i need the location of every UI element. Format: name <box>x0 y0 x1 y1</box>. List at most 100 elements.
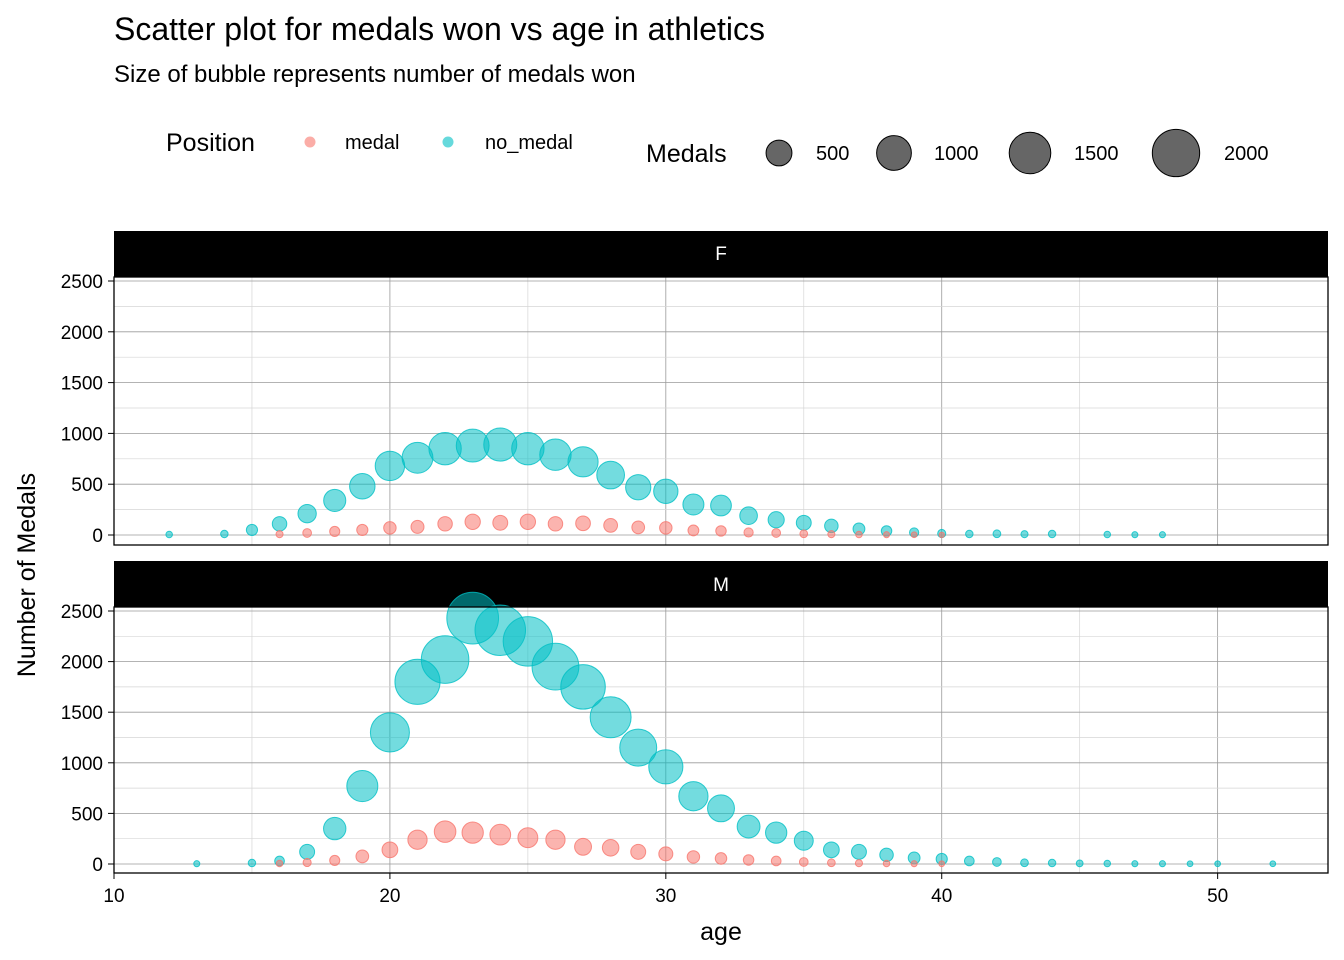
point-no-medal-f <box>596 460 625 490</box>
point-medal-f <box>302 528 312 538</box>
panel-border-m <box>113 606 1329 874</box>
legend-label-no-medal: no_medal <box>485 132 573 154</box>
size-legend: Medals 500 1000 1500 2000 <box>646 128 1269 178</box>
point-no-medal-m <box>589 696 632 739</box>
y-tick-label-f: 2000 <box>61 323 103 344</box>
point-medal-m <box>854 859 864 868</box>
point-no-medal-m <box>560 664 606 710</box>
point-medal-f <box>827 530 836 539</box>
point-no-medal-f <box>297 504 317 524</box>
point-medal-m <box>545 829 566 850</box>
point-medal-m <box>827 858 836 868</box>
point-medal-f <box>715 525 727 537</box>
point-no-medal-m <box>1214 860 1222 868</box>
facet-strip-label-f: F <box>715 244 727 265</box>
point-medal-m <box>275 859 284 868</box>
point-no-medal-f <box>349 473 376 500</box>
point-no-medal-m <box>1186 860 1194 868</box>
point-no-medal-f <box>625 474 652 501</box>
y-tick-label-f: 500 <box>71 475 103 496</box>
point-no-medal-f <box>992 529 1002 539</box>
size-legend-circle-1000 <box>876 135 912 171</box>
point-no-medal-m <box>1103 859 1112 868</box>
x-tick-label: 40 <box>931 886 952 907</box>
size-legend-title: Medals <box>646 140 727 168</box>
point-no-medal-m <box>346 770 379 803</box>
point-no-medal-f <box>271 516 288 532</box>
point-medal-f <box>799 529 809 539</box>
point-medal-f <box>492 514 509 531</box>
point-no-medal-m <box>247 858 257 868</box>
point-medal-m <box>302 857 312 868</box>
point-no-medal-f <box>682 493 705 516</box>
point-medal-f <box>659 521 673 535</box>
point-no-medal-f <box>1103 530 1112 539</box>
point-medal-m <box>381 841 399 859</box>
point-medal-f <box>883 531 891 539</box>
point-medal-f <box>603 517 619 533</box>
point-medal-m <box>910 860 918 868</box>
point-no-medal-f <box>965 529 974 539</box>
x-tick-label: 30 <box>655 886 676 907</box>
point-no-medal-m <box>1047 858 1057 868</box>
point-medal-f <box>519 513 537 530</box>
point-medal-f <box>275 530 284 539</box>
point-medal-f <box>410 519 425 534</box>
point-medal-m <box>658 846 674 862</box>
point-no-medal-m <box>822 841 840 859</box>
point-medal-m <box>407 829 428 850</box>
point-medal-f <box>910 531 918 539</box>
point-no-medal-m <box>707 794 735 823</box>
y-axis-label: Number of Medals <box>13 473 41 677</box>
point-no-medal-m <box>299 843 316 860</box>
point-medal-f <box>329 525 341 537</box>
point-no-medal-f <box>739 506 758 526</box>
point-medal-f <box>631 520 646 535</box>
gridlines-m <box>113 607 1328 873</box>
size-legend-label-1500: 1500 <box>1074 143 1119 165</box>
y-axis-ticks-f: 0 500 1000 1500 2000 2500 <box>61 272 114 547</box>
y-tick-label-m: 0 <box>92 855 103 876</box>
point-no-medal-m <box>323 816 347 841</box>
point-no-medal-f <box>401 441 434 474</box>
point-medal-f <box>743 527 754 538</box>
point-medal-m <box>630 843 647 860</box>
size-legend-circle-2000 <box>1151 128 1201 178</box>
y-axis-ticks-m: 0 500 1000 1500 2000 2500 <box>61 602 114 876</box>
point-medal-m <box>770 855 782 867</box>
point-no-medal-m <box>193 860 201 868</box>
y-tick-label-f: 2500 <box>61 272 103 293</box>
legend-key-no-medal <box>442 136 454 148</box>
y-tick-label-f: 0 <box>92 526 103 547</box>
point-no-medal-m <box>736 814 761 839</box>
panel-border-f <box>113 276 1329 546</box>
point-medal-f <box>437 516 453 532</box>
point-no-medal-f <box>165 530 173 539</box>
x-tick-label: 20 <box>379 886 400 907</box>
point-medal-f <box>771 528 782 538</box>
color-legend: Position medal no_medal <box>166 129 573 157</box>
point-no-medal-m <box>793 830 814 851</box>
points-f <box>165 427 1166 539</box>
point-no-medal-f <box>323 488 347 513</box>
point-no-medal-m <box>879 847 894 863</box>
point-no-medal-f <box>220 529 229 539</box>
legend-label-medal: medal <box>345 132 399 154</box>
size-legend-label-1000: 1000 <box>934 143 979 165</box>
size-legend-label-2000: 2000 <box>1224 143 1269 165</box>
size-legend-circle-500 <box>765 139 793 167</box>
size-legend-label-500: 500 <box>816 143 849 165</box>
chart-title: Scatter plot for medals won vs age in at… <box>114 11 765 47</box>
y-tick-label-m: 2000 <box>61 653 103 674</box>
y-tick-label-m: 1000 <box>61 754 103 775</box>
point-no-medal-m <box>420 635 470 684</box>
facet-strip-m <box>114 561 1328 607</box>
point-medal-f <box>464 513 481 530</box>
color-legend-title: Position <box>166 129 255 157</box>
point-medal-f <box>383 521 397 535</box>
points-m <box>193 591 1277 868</box>
point-medal-m <box>329 854 341 866</box>
point-medal-m <box>517 827 539 849</box>
point-medal-m <box>882 859 891 868</box>
